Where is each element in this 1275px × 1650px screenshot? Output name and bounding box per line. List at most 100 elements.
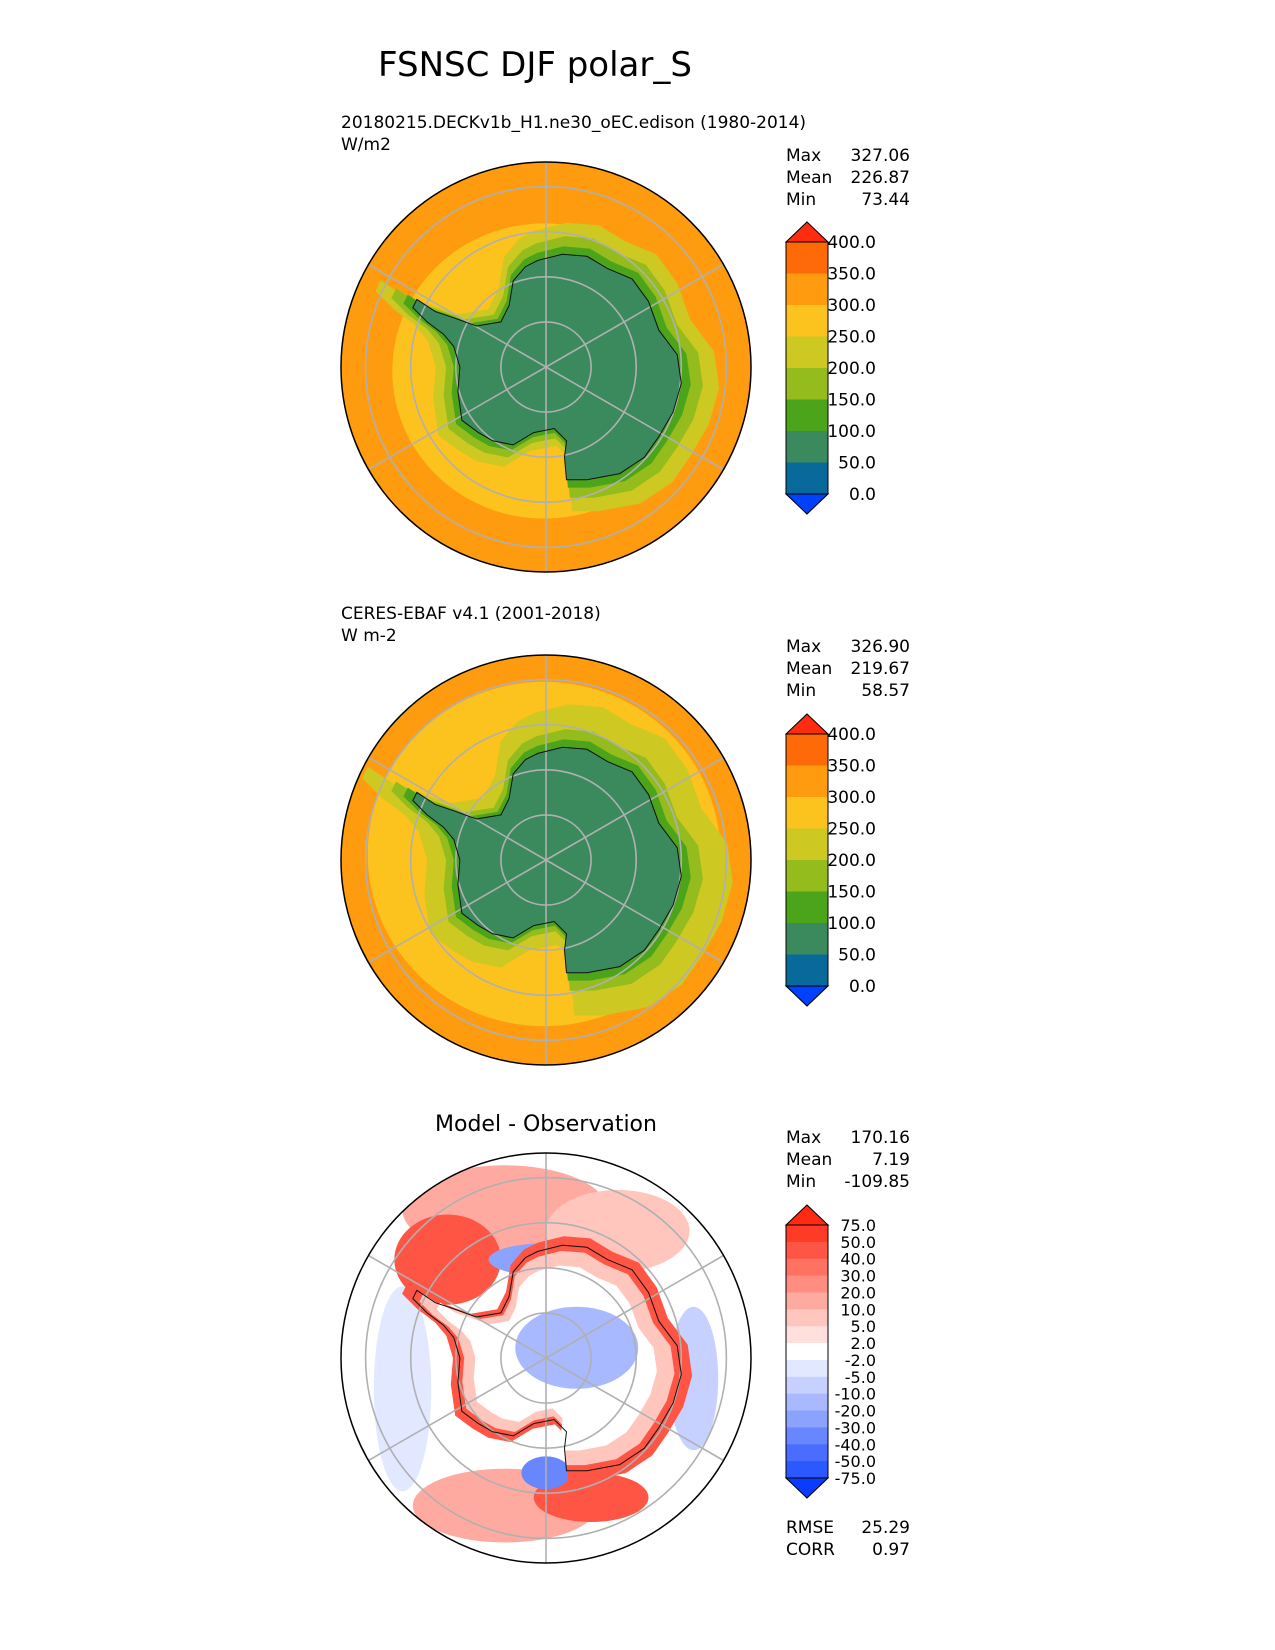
colorbar-extend-max [784,221,830,243]
stat-max-value: 170.16 [851,1128,910,1148]
colorbar-extend-min [784,493,830,515]
colorbar-tick-label: -50.0 [835,1452,876,1471]
field-positive-northwest [394,1214,501,1305]
colorbar-tick-label: -10.0 [835,1385,876,1404]
colorbar-segment [786,1275,828,1293]
stat-max-value: 326.90 [851,637,910,657]
stat-max-label: Max [786,1128,821,1148]
colorbar-tick-label: 400.0 [827,725,876,745]
field-positive-southeast [533,1472,649,1522]
colorbar-segment [786,1410,828,1428]
coastline [412,1244,682,1472]
colorbar-tick-label: -30.0 [835,1418,876,1437]
stats-difference: Max 170.16 Mean 7.19 Min -109.85 [786,1128,910,1192]
stat-rmse-label: RMSE [786,1518,834,1538]
stat-mean-value: 219.67 [851,659,910,679]
colorbar-tick-label: 350.0 [827,265,876,285]
colorbar-tick-label: 30.0 [840,1267,876,1286]
stat-max-label: Max [786,637,821,657]
colorbar-outline [785,1224,829,1479]
colorbar-segment [786,368,828,400]
colorbar-segment [786,923,828,955]
colorbar-segment [786,431,828,463]
field-negative-west [373,1286,432,1492]
stat-min-value: -109.85 [844,1172,910,1192]
colorbar-tick-label: 50.0 [840,1233,876,1252]
colorbar-segment [786,399,828,432]
colorbar-segment [786,1427,828,1445]
colorbar-segment [786,1376,828,1395]
colorbar-tick-label: 50.0 [838,454,876,474]
colorbar-tick-label: 150.0 [827,391,876,411]
map-test [340,161,752,573]
colorbar-extend-max [784,713,830,735]
colorbar-segment [786,1444,828,1462]
map-difference [340,1152,752,1564]
colorbar-difference: -75.0-50.0-40.0-30.0-20.0-10.0-5.0-2.02.… [784,1204,876,1499]
colorbar-tick-label: 350.0 [827,757,876,777]
colorbar-segment [786,462,828,495]
stat-corr-label: CORR [786,1540,835,1560]
colorbar-tick-label: 20.0 [840,1283,876,1302]
coastline [412,253,682,481]
panel-subtitle-line-1: CERES-EBAF v4.1 (2001-2018) [341,604,601,624]
stat-max-label: Max [786,146,821,166]
colorbar-segment [786,305,828,337]
colorbar-segment [786,1309,828,1327]
map-frame [340,654,752,1066]
colorbar-tick-label: 100.0 [827,422,876,442]
colorbar-tick-label: -40.0 [835,1435,876,1454]
colorbar-tick-label: 2.0 [851,1334,876,1353]
stats-test: Max 327.06 Mean 226.87 Min 73.44 [786,146,910,210]
stat-min-label: Min [786,190,816,210]
colorbar-tick-label: 75.0 [840,1216,876,1235]
map-reference [340,654,752,1066]
colorbar-tick-label: 10.0 [840,1300,876,1319]
stat-corr-value: 0.97 [872,1540,910,1560]
colorbar-segment [786,1241,828,1260]
coastline [412,746,682,974]
colorbar-tick-label: -20.0 [835,1402,876,1421]
colorbar-segment [786,1393,828,1412]
stat-mean-value: 7.19 [872,1150,910,1170]
colorbar-segment [786,1258,828,1277]
map-frame [340,1152,752,1564]
stat-mean-label: Mean [786,168,832,188]
colorbar-tick-label: 50.0 [838,946,876,966]
graticule [364,1153,728,1563]
colorbar-segment [786,954,828,987]
stat-mean-label: Mean [786,1150,832,1170]
colorbar-tick-label: 300.0 [827,788,876,808]
stat-min-label: Min [786,1172,816,1192]
colorbar-tick-label: 0.0 [849,977,876,997]
colorbar-segment [786,1225,828,1243]
stat-min-label: Min [786,681,816,701]
colorbar-tick-label: 400.0 [827,233,876,253]
colorbar-tick-label: -75.0 [835,1469,876,1488]
colorbar-segment [786,860,828,892]
colorbar-tick-label: 150.0 [827,883,876,903]
colorbar-tick-label: -5.0 [845,1368,876,1387]
colorbar-tick-label: 40.0 [840,1250,876,1269]
extra-stats-difference: RMSE 25.29 CORR 0.97 [786,1518,910,1560]
colorbar-tick-label: 200.0 [827,851,876,871]
colorbar-segment [786,734,828,766]
colorbar-segment [786,1461,828,1479]
stat-rmse-value: 25.29 [861,1518,910,1538]
colorbar-segment [786,242,828,274]
colorbar-segment [786,273,828,306]
graticule [364,655,728,1065]
stat-min-value: 58.57 [861,681,910,701]
stat-mean-label: Mean [786,659,832,679]
graticule [364,162,728,572]
colorbar-tick-label: 0.0 [849,485,876,505]
colorbar-segment [786,765,828,798]
panel-subtitle-line-2: W/m2 [341,135,391,155]
colorbar-segment [786,336,828,369]
colorbar-tick-label: 250.0 [827,328,876,348]
panel-reference: CERES-EBAF v4.1 (2001-2018) W m-2 Max 32… [340,604,910,1066]
colorbar-tick-label: 100.0 [827,914,876,934]
panel-subtitle-line-2: W m-2 [341,626,397,646]
panel-title: Model - Observation [435,1112,657,1137]
